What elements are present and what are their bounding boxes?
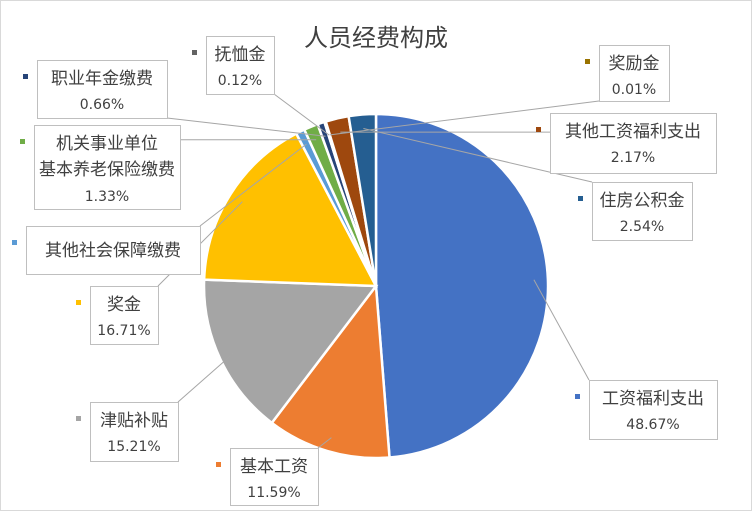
pie-slice <box>202 278 379 425</box>
series-marker <box>578 196 583 201</box>
data-label-value: 48.67% <box>626 417 679 433</box>
series-marker <box>585 59 590 64</box>
leader-line <box>199 143 307 227</box>
data-label-box <box>550 113 717 174</box>
data-label-category: 抚恤金 <box>215 45 266 65</box>
series-marker <box>76 416 81 421</box>
data-label-category: 机关事业单位 <box>56 134 158 154</box>
data-label-category: 基本养老保险缴费 <box>39 160 175 180</box>
series-marker <box>575 394 580 399</box>
data-label-box <box>90 286 159 345</box>
leader-line <box>273 93 330 136</box>
data-label-value: 11.59% <box>247 485 300 501</box>
data-label-box <box>599 45 670 102</box>
series-marker <box>12 240 17 245</box>
pie-slice <box>202 131 379 288</box>
data-label-category: 其他社会保障缴费 <box>45 241 181 261</box>
data-label-value: 15.21% <box>107 439 160 455</box>
data-label-category: 其他工资福利支出 <box>565 122 701 142</box>
data-label-category: 津贴补贴 <box>100 411 168 431</box>
data-label-category: 住房公积金 <box>600 191 685 211</box>
pie-slice <box>347 112 378 287</box>
leader-line <box>533 279 590 381</box>
data-label-box <box>26 226 201 275</box>
data-label-value: 2.17% <box>611 150 655 166</box>
data-label-box <box>37 60 168 119</box>
chart-title: 人员经费构成 <box>304 24 448 52</box>
data-label-box <box>90 402 179 462</box>
series-marker <box>536 127 541 132</box>
data-labels: 工资福利支出 48.67% 基本工资 11.59% 津贴补贴 15.21% 奖金 16.71%… <box>12 36 718 506</box>
data-label-value: 1.33% <box>85 189 129 205</box>
series-marker <box>23 74 28 79</box>
data-label-box <box>592 182 693 241</box>
data-label-value: 16.71% <box>97 323 150 339</box>
data-label-box <box>206 36 275 95</box>
leader-line <box>317 437 332 449</box>
data-label-category: 奖金 <box>107 295 141 315</box>
data-label-box <box>230 448 319 506</box>
pie-slice <box>374 112 550 459</box>
data-label-value: 0.12% <box>218 73 262 89</box>
leader-line <box>329 100 600 136</box>
pie-slice <box>270 282 391 460</box>
series-marker <box>20 139 25 144</box>
data-label-value: 0.01% <box>612 82 656 98</box>
series-marker <box>192 50 197 55</box>
data-label-box <box>34 125 181 210</box>
data-label-category: 基本工资 <box>240 457 308 477</box>
data-label-category: 职业年金缴费 <box>51 69 153 89</box>
data-label-category: 奖励金 <box>609 54 660 74</box>
series-marker <box>76 300 81 305</box>
leader-line <box>177 353 234 403</box>
pie-slices <box>202 112 550 460</box>
series-marker <box>216 462 221 467</box>
data-label-category: 工资福利支出 <box>602 389 704 409</box>
leader-line <box>166 117 326 137</box>
data-label-value: 0.66% <box>80 97 124 113</box>
data-label-box <box>589 380 718 440</box>
data-label-value: 2.54% <box>620 219 664 235</box>
